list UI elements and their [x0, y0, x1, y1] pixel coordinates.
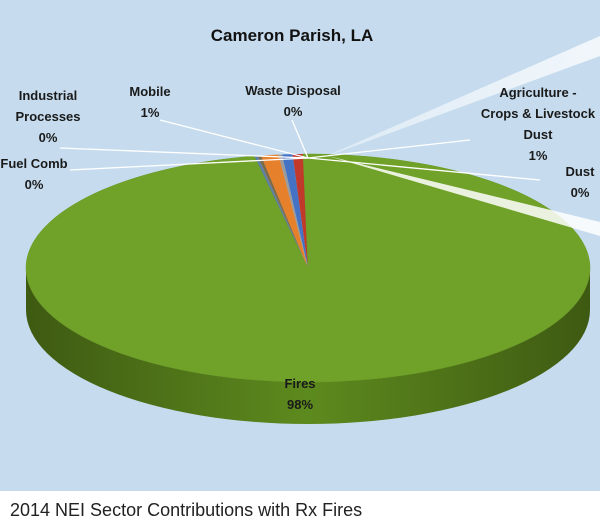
pie-slices [25, 153, 591, 383]
label-line: Waste Disposal [245, 83, 341, 98]
label-line: 0% [25, 177, 44, 192]
label-line: Crops & Livestock [481, 106, 596, 121]
pie-slice-fires [25, 153, 591, 383]
highlight-ray-lower [328, 156, 600, 236]
highlight-ray-upper [322, 36, 600, 158]
label-industrial-processes: Industrial Processes 0% [15, 88, 80, 145]
pie-side-fires [26, 268, 590, 424]
label-line: Dust [566, 164, 596, 179]
label-line: 0% [284, 104, 303, 119]
label-agriculture-crops-livestock-dust: Agriculture - Crops & Livestock Dust 1% [481, 85, 596, 163]
label-line: Fuel Comb [0, 156, 67, 171]
pie-slice-waste-disposal [278, 154, 308, 268]
label-line: Industrial [19, 88, 78, 103]
leader-mobile [159, 119, 309, 159]
label-line: Mobile [129, 84, 170, 99]
label-line: Agriculture - [499, 85, 576, 100]
slice-labels: Fires 98% Industrial Processes 0% Fuel Comb 0%… [0, 83, 595, 412]
label-line: 0% [39, 130, 58, 145]
chart-title: Cameron Parish, LA [211, 26, 374, 45]
label-waste-disposal: Waste Disposal 0% [245, 83, 341, 119]
figure-caption: 2014 NEI Sector Contributions with Rx Fi… [0, 491, 600, 531]
leader-agriculture-crops-livestock-dust [307, 139, 471, 159]
pie-slice-mobile [261, 154, 308, 268]
label-dust: Dust 0% [566, 164, 596, 200]
label-fires: Fires 98% [284, 376, 315, 412]
label-mobile: Mobile 1% [129, 84, 170, 120]
leader-industrial-processes [59, 147, 309, 159]
label-line: 0% [571, 185, 590, 200]
label-line: 98% [287, 397, 313, 412]
pie-slice-agriculture-crops-livestock-dust [282, 154, 308, 268]
leader-dust [307, 157, 541, 181]
label-line: Dust [524, 127, 554, 142]
leader-waste-disposal [291, 119, 309, 159]
label-line: Fires [284, 376, 315, 391]
label-line: Processes [15, 109, 80, 124]
label-line: 1% [141, 105, 160, 120]
leader-lines [59, 36, 600, 236]
label-line: 1% [529, 148, 548, 163]
leader-fuel-comb [69, 157, 309, 171]
pie-depth [26, 268, 590, 424]
label-fuel-comb: Fuel Comb 0% [0, 156, 67, 192]
pie-slice-industrial-processes [257, 155, 308, 268]
